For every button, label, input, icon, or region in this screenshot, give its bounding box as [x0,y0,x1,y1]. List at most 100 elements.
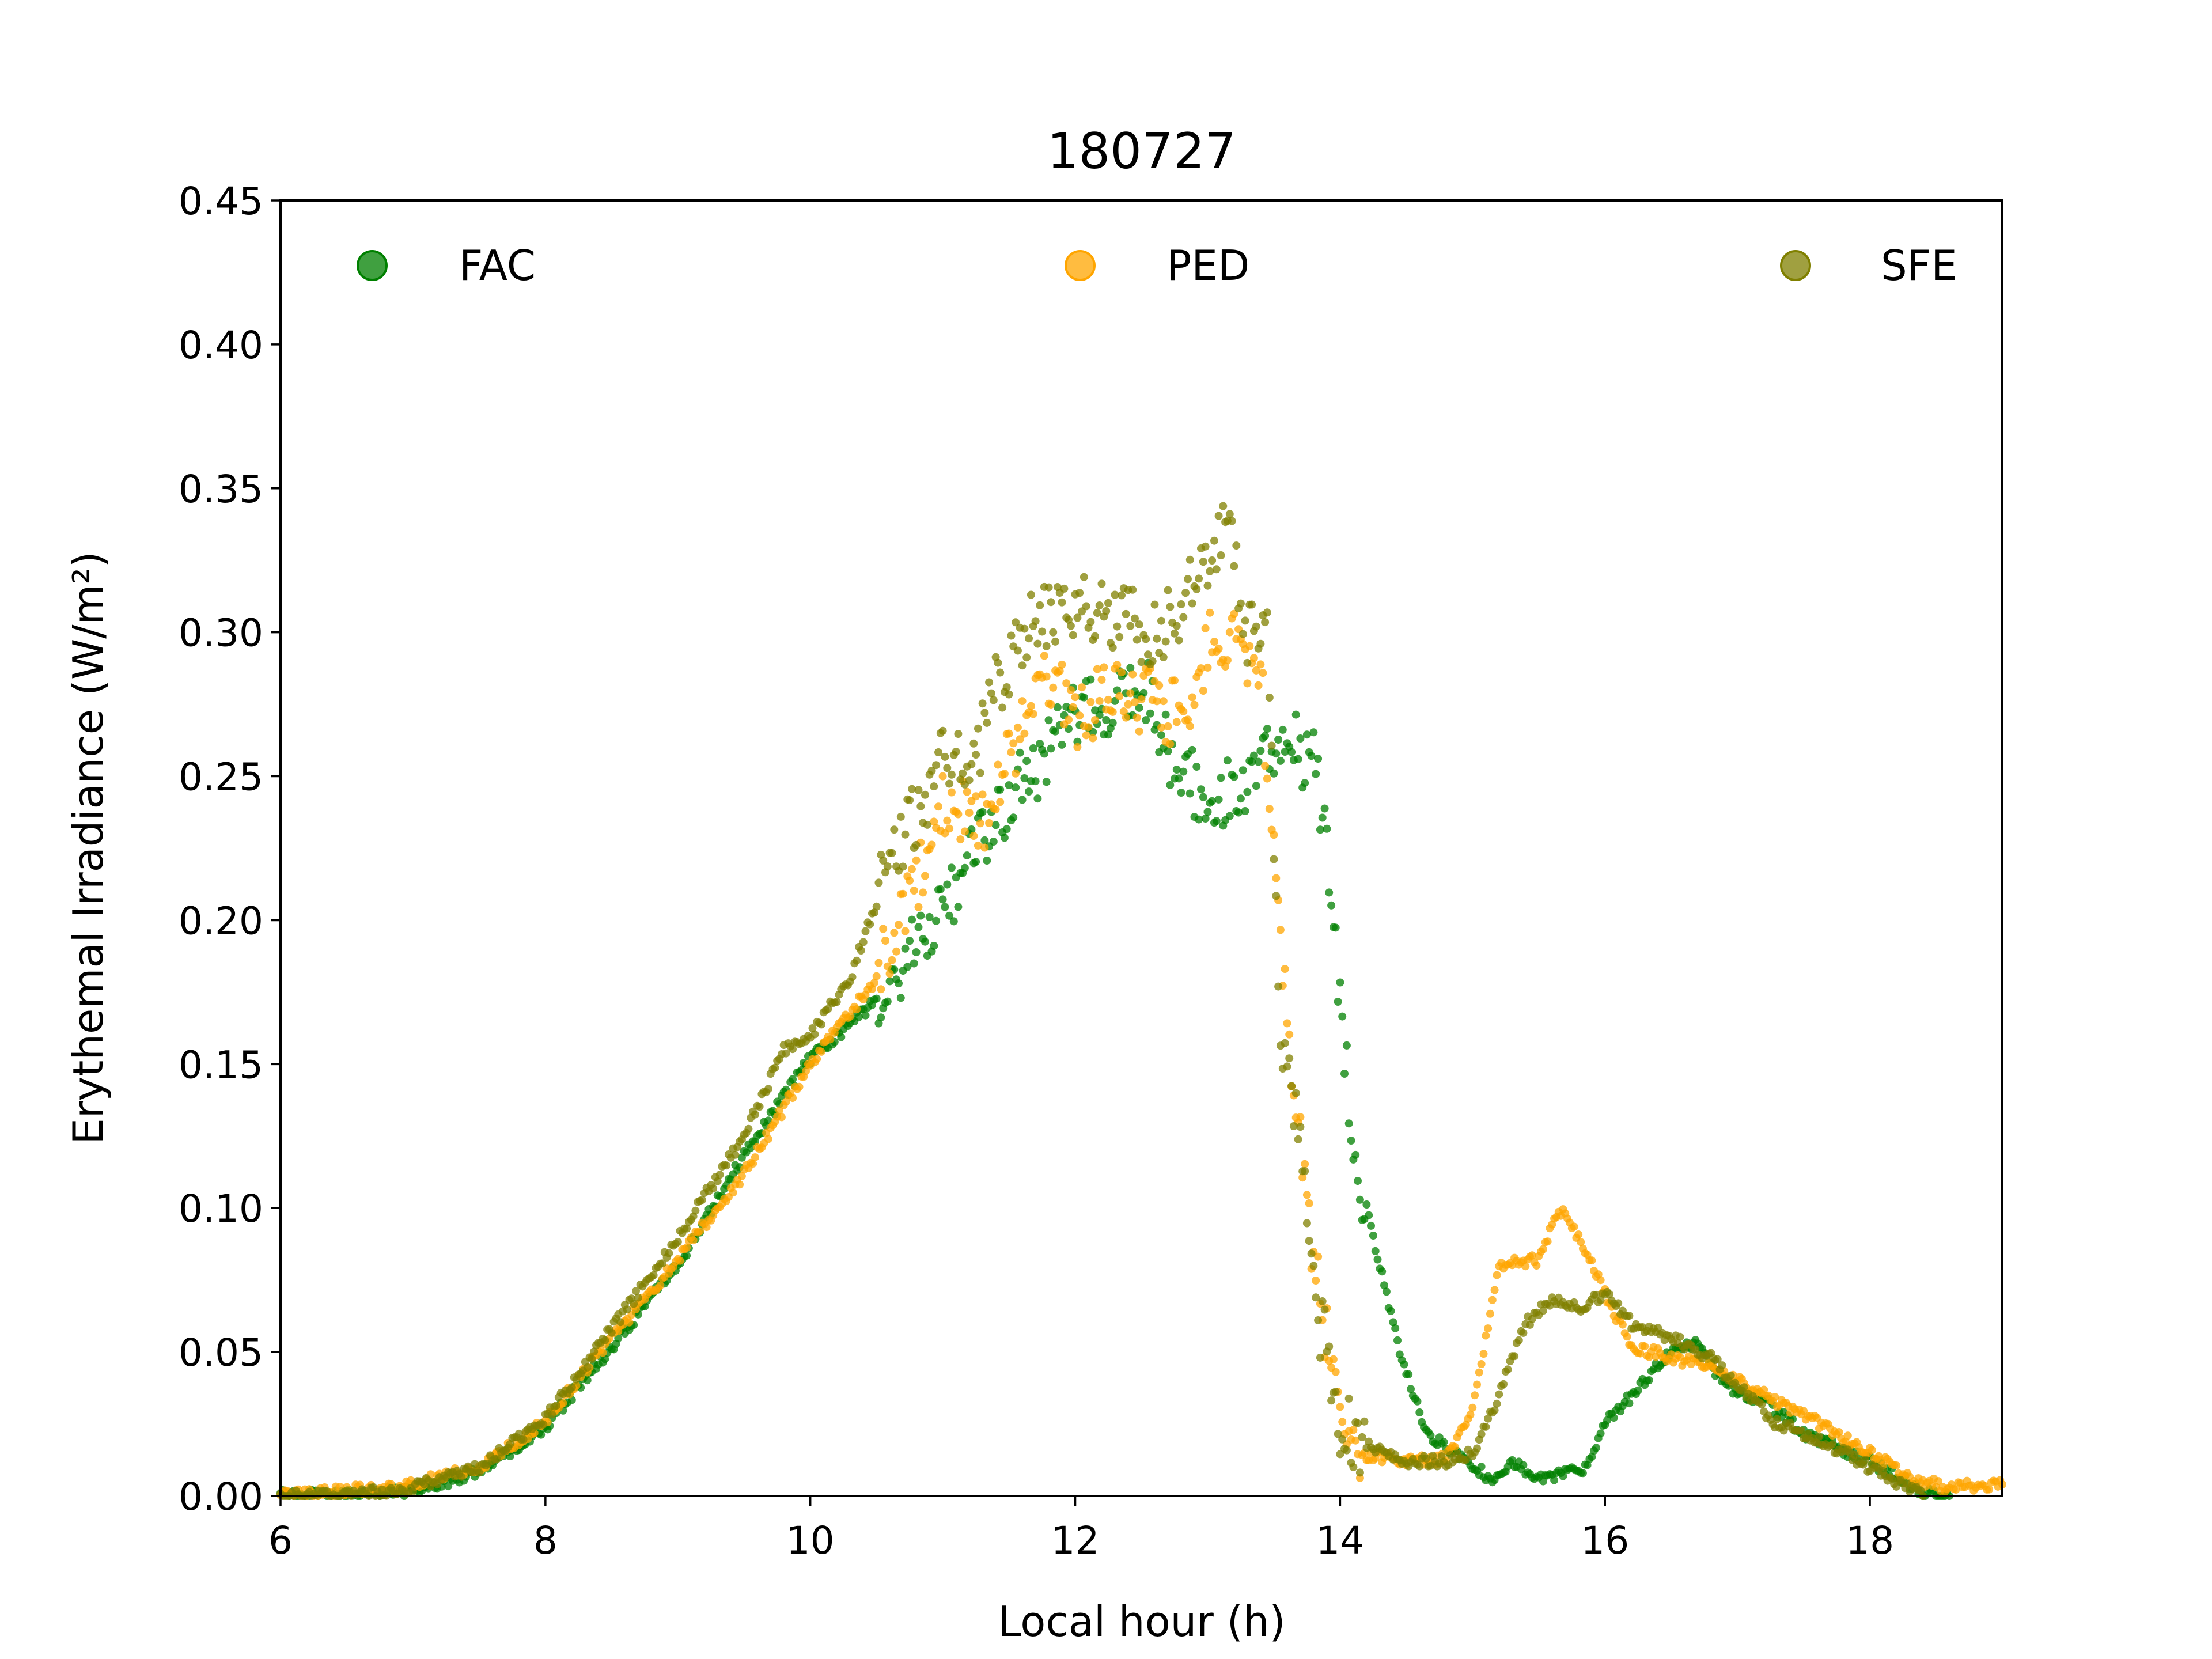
data-point [1122,609,1130,618]
data-point [1550,1476,1559,1484]
data-point [1025,634,1033,643]
data-point [1358,1433,1366,1441]
data-point [1005,729,1013,738]
data-point [1080,693,1088,702]
data-point [1510,1352,1519,1361]
data-point [590,1347,599,1356]
data-point [1471,1391,1479,1400]
data-point [1302,1219,1311,1228]
data-point [888,956,896,964]
data-point [1351,1150,1360,1159]
data-point [737,1153,746,1162]
data-point [1203,808,1212,816]
data-point [1179,707,1188,715]
data-point [1543,1237,1552,1246]
data-point [1166,781,1175,789]
data-point [567,1383,576,1392]
data-point [1201,624,1210,632]
data-point [1002,825,1011,834]
data-point [980,836,989,844]
data-point [1131,698,1139,706]
data-point [1618,1320,1627,1329]
data-point [1153,634,1161,643]
data-point [943,880,952,889]
data-point [991,805,1000,814]
data-point [1108,643,1117,652]
data-point [938,895,947,904]
data-point [559,1399,567,1407]
data-point [1263,608,1271,617]
data-point [1118,668,1126,677]
data-point [737,1172,746,1180]
data-point [1426,1431,1435,1440]
data-point [1355,1468,1364,1477]
data-point [789,1094,797,1103]
data-point [927,767,936,775]
legend-marker-fac [357,250,388,281]
data-point [1164,747,1172,756]
data-point [1228,517,1236,525]
data-point [1020,729,1029,738]
y-tick-label: 0.05 [179,1331,263,1375]
data-point [906,796,914,805]
data-point [1314,1316,1323,1324]
data-point [885,969,894,978]
data-point [1073,743,1082,751]
data-point [1475,1368,1483,1377]
data-point [879,925,888,933]
data-point [943,816,952,825]
data-point [1583,1461,1592,1469]
data-point [755,1103,764,1111]
data-point [1797,1426,1806,1435]
data-point [764,1135,772,1143]
data-point [493,1455,501,1464]
data-point [1148,657,1157,665]
data-point [1287,1082,1296,1090]
data-point [601,1336,609,1344]
data-point [1093,665,1101,673]
data-point [1499,1380,1508,1388]
data-point [1413,1397,1422,1406]
data-point [1248,757,1256,766]
data-point [1367,1221,1375,1230]
data-point [972,792,980,801]
data-point [744,1124,753,1133]
data-point [1051,727,1059,736]
data-point [1000,834,1009,842]
data-point [1086,698,1095,706]
data-point [1539,1245,1547,1253]
data-point [832,998,841,1006]
data-point [943,764,952,772]
data-point [1342,1041,1351,1050]
data-point [1422,1455,1430,1463]
data-point [1184,575,1192,584]
data-point [698,1196,706,1204]
data-point [1577,1238,1585,1247]
data-point [874,959,883,967]
data-point [1135,620,1143,629]
data-point [983,857,991,865]
data-point [1245,642,1254,650]
data-point [1482,1422,1490,1431]
legend-label-ped: PED [1166,241,1249,290]
data-point [1861,1456,1870,1464]
data-point [1360,1417,1369,1426]
data-point [1263,725,1271,733]
data-point [1214,795,1223,804]
data-point [1344,1394,1353,1403]
data-point [1486,1309,1494,1318]
data-point [1108,707,1117,716]
data-point [1208,797,1217,805]
legend-marker-sfe [1780,250,1811,281]
data-point [1126,664,1135,672]
data-point [952,748,960,756]
data-point [1296,1123,1305,1131]
data-point [989,838,998,846]
data-point [934,748,942,756]
data-point [932,916,941,925]
data-point [919,888,927,897]
data-point [1404,1370,1413,1378]
data-point [583,1363,592,1372]
data-point [1331,1368,1340,1376]
data-point [1713,1355,1722,1363]
